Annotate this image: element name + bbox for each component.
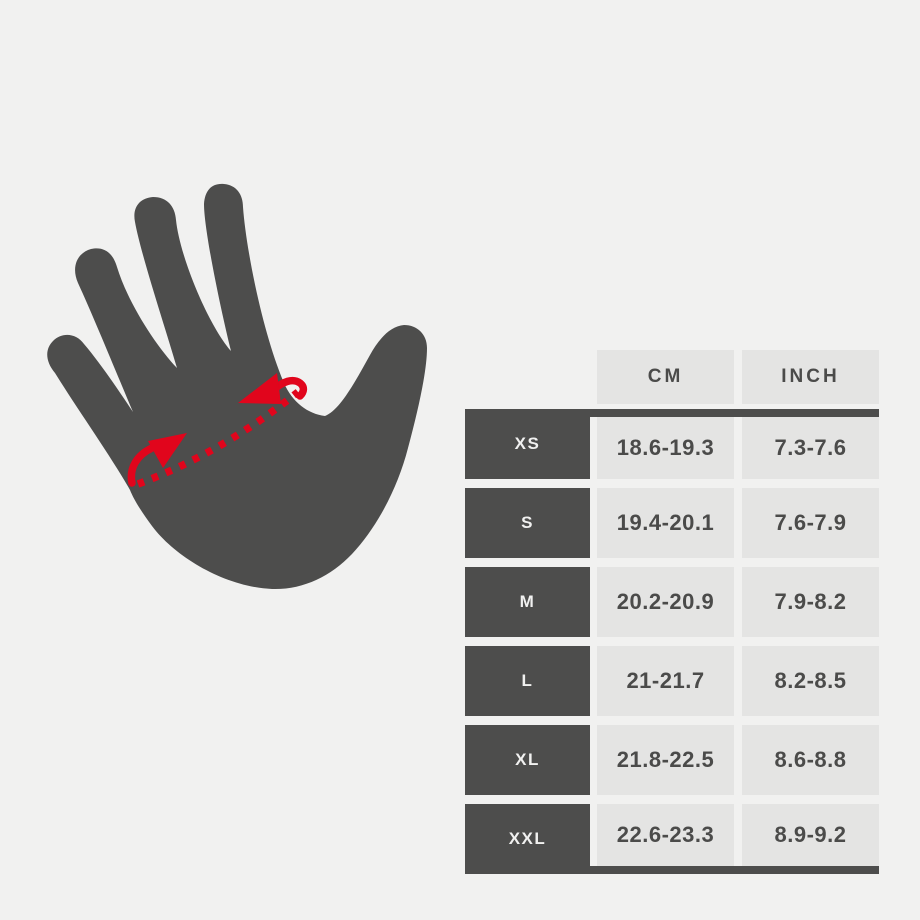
cm-value: 21.8-22.5 [597, 725, 734, 795]
table-row: L 21-21.7 8.2-8.5 [465, 646, 879, 716]
inch-value: 7.3-7.6 [742, 417, 879, 479]
measure-arrow-down-left-tail [268, 376, 308, 400]
table-row: XL 21.8-22.5 8.6-8.8 [465, 725, 879, 795]
inch-value: 7.6-7.9 [742, 488, 879, 558]
table-row: XXL 22.6-23.3 8.9-9.2 [465, 804, 879, 874]
table-top-accent-bar [465, 409, 879, 417]
cm-value: 19.4-20.1 [597, 488, 734, 558]
size-table: CM INCH XS 18.6-19.3 7.3-7.6 S 19.4-20.1… [465, 350, 879, 875]
dotted-measure-line [136, 389, 301, 488]
inch-value: 8.2-8.5 [742, 646, 879, 716]
size-label: M [465, 567, 590, 637]
inch-value: 8.6-8.8 [742, 725, 879, 795]
table-row: XS 18.6-19.3 7.3-7.6 [465, 409, 879, 479]
hand-silhouette-icon [47, 183, 427, 590]
measure-arrow-up-right-icon [148, 433, 187, 468]
inch-value: 7.9-8.2 [742, 567, 879, 637]
measure-arrow-down-left-icon [238, 373, 281, 404]
cm-value: 18.6-19.3 [597, 417, 734, 479]
size-label: XXL [465, 804, 590, 874]
column-header-cm: CM [597, 350, 734, 404]
cm-value: 21-21.7 [597, 646, 734, 716]
table-row: M 20.2-20.9 7.9-8.2 [465, 567, 879, 637]
cm-value: 22.6-23.3 [597, 804, 734, 866]
inch-value: 8.9-9.2 [742, 804, 879, 866]
table-bottom-accent-bar [590, 866, 879, 874]
size-label: S [465, 488, 590, 558]
size-label: XL [465, 725, 590, 795]
size-label: L [465, 646, 590, 716]
measure-arrow-up-right-tail [127, 444, 156, 487]
column-header-inch: INCH [742, 350, 879, 404]
table-row: S 19.4-20.1 7.6-7.9 [465, 488, 879, 558]
cm-value: 20.2-20.9 [597, 567, 734, 637]
size-label: XS [465, 409, 590, 479]
